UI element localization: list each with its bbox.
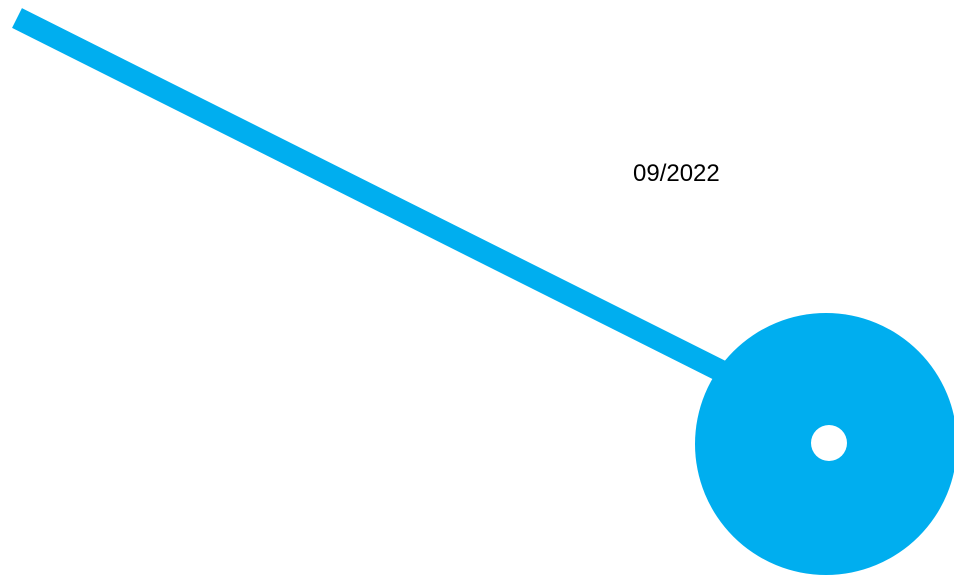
pointer-disc-hole xyxy=(811,425,847,461)
date-label: 09/2022 xyxy=(633,160,720,187)
pointer-line xyxy=(12,8,740,388)
